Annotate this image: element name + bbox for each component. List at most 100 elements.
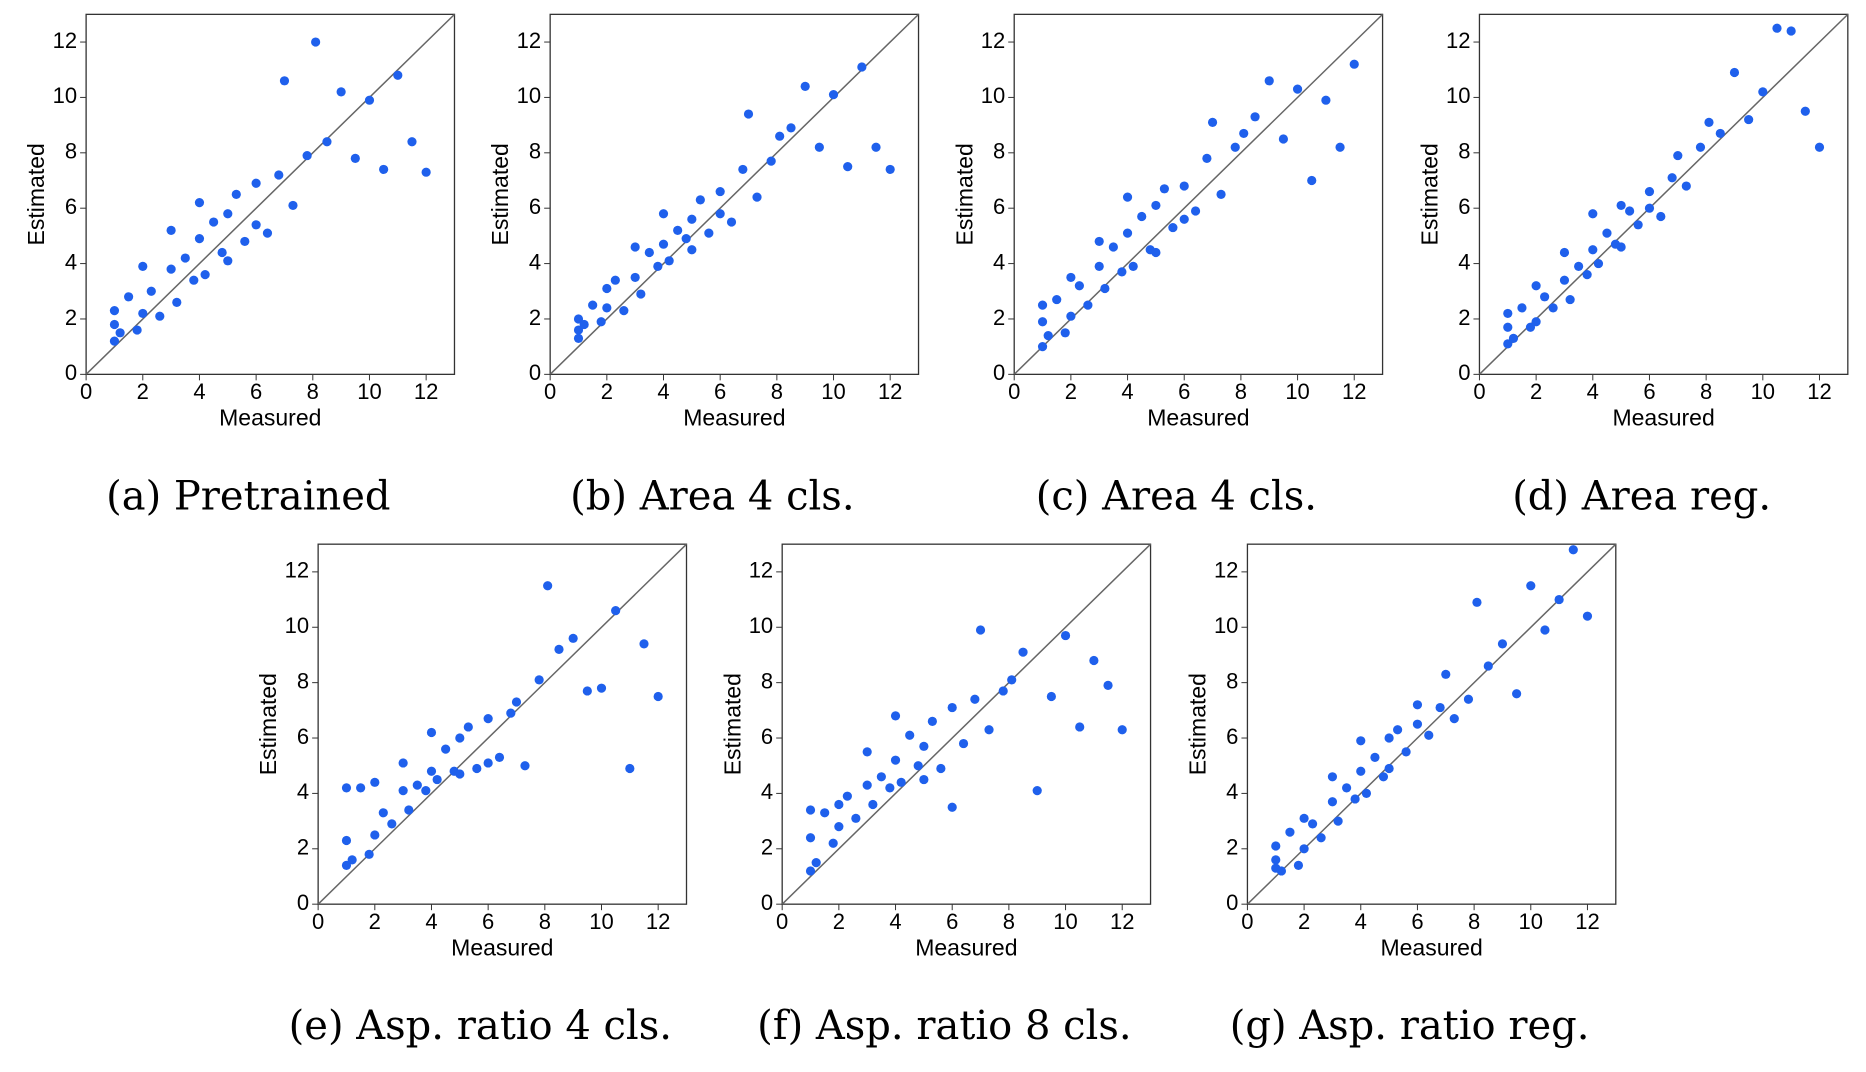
- caption: (c) Area 4 cls.: [1036, 473, 1317, 519]
- x-axis-label: Measured: [1380, 934, 1482, 960]
- point: [1656, 211, 1666, 222]
- y-tick-label: 2: [529, 305, 541, 330]
- point: [251, 178, 261, 188]
- point: [194, 198, 205, 208]
- point: [820, 808, 830, 818]
- y-tick-label: 10: [285, 613, 309, 638]
- x-axis-label: Measured: [683, 404, 785, 430]
- point: [1744, 114, 1754, 125]
- point: [1327, 772, 1338, 782]
- point: [704, 228, 714, 238]
- point: [1559, 247, 1570, 258]
- point: [984, 725, 994, 735]
- point: [1625, 206, 1635, 216]
- x-tick-label: 8: [1003, 909, 1015, 934]
- identity-line: [317, 543, 688, 905]
- point: [1554, 594, 1564, 605]
- point: [775, 131, 785, 141]
- point: [1032, 786, 1042, 796]
- point: [1531, 317, 1541, 327]
- y-tick-label: 8: [297, 668, 309, 693]
- scatter-panel: 0 2 4 6 8 10 12 0 2 4 6 8 10 12 Measured Estimated (f) A…: [719, 543, 1152, 1049]
- point: [1497, 639, 1508, 649]
- point: [1424, 730, 1434, 740]
- y-axis-label: Estimated: [951, 143, 977, 245]
- point: [1758, 87, 1768, 97]
- point: [998, 686, 1008, 696]
- point: [653, 691, 663, 702]
- plot-frame: [1013, 13, 1384, 375]
- point: [1060, 328, 1070, 338]
- point: [905, 730, 915, 740]
- point: [455, 733, 465, 743]
- point: [520, 761, 530, 771]
- point: [738, 164, 748, 175]
- point: [288, 200, 298, 211]
- point: [596, 683, 607, 693]
- point: [554, 644, 564, 655]
- point: [1633, 220, 1643, 230]
- point: [1089, 655, 1099, 666]
- point: [421, 167, 431, 177]
- point: [1412, 719, 1423, 729]
- y-tick-label: 2: [297, 835, 309, 860]
- point: [1108, 242, 1118, 252]
- point: [364, 95, 375, 105]
- x-tick-label: 0: [80, 379, 92, 404]
- point: [180, 253, 190, 263]
- y-tick-label: 6: [761, 724, 773, 749]
- x-tick-label: 10: [1285, 379, 1309, 404]
- point: [311, 37, 321, 47]
- point: [1393, 725, 1403, 735]
- point: [573, 333, 584, 343]
- point: [1271, 855, 1281, 865]
- y-axis-label: Estimated: [255, 673, 281, 775]
- caption: (e) Asp. ratio 4 cls.: [289, 1003, 672, 1049]
- point: [582, 686, 592, 696]
- point: [1559, 275, 1570, 285]
- x-axis-label: Measured: [915, 934, 1017, 960]
- point: [393, 70, 403, 80]
- point: [1616, 200, 1626, 211]
- point: [109, 319, 120, 330]
- x-axis-label: Measured: [1147, 404, 1249, 430]
- y-tick-label: 12: [53, 28, 77, 53]
- y-tick-label: 6: [1458, 194, 1470, 219]
- x-tick-label: 8: [771, 379, 783, 404]
- x-tick-label: 6: [1411, 909, 1423, 934]
- point: [1441, 669, 1451, 679]
- point: [610, 275, 620, 285]
- identity-line: [1013, 13, 1384, 375]
- point: [1094, 236, 1104, 247]
- plot-frame: [317, 543, 688, 905]
- point: [958, 738, 969, 749]
- x-tick-label: 4: [1355, 909, 1367, 934]
- point: [379, 164, 389, 175]
- point: [115, 328, 125, 338]
- point: [805, 805, 816, 815]
- point: [166, 264, 176, 274]
- point: [1449, 714, 1459, 724]
- x-tick-label: 12: [1110, 909, 1134, 934]
- point: [1278, 134, 1288, 144]
- point: [1644, 203, 1655, 213]
- x-tick-label: 8: [1700, 379, 1712, 404]
- point: [1503, 339, 1513, 349]
- y-tick-label: 10: [53, 83, 77, 108]
- point: [1525, 322, 1536, 332]
- x-tick-label: 10: [1053, 909, 1077, 934]
- point: [1350, 794, 1360, 804]
- point: [336, 87, 346, 97]
- point: [890, 711, 901, 721]
- point: [1800, 106, 1810, 116]
- y-tick-label: 6: [297, 724, 309, 749]
- y-tick-label: 4: [529, 249, 541, 274]
- point: [1582, 611, 1593, 621]
- point: [426, 766, 437, 776]
- point: [1588, 209, 1598, 219]
- point: [240, 236, 250, 247]
- y-tick-label: 8: [993, 139, 1005, 164]
- point: [1179, 181, 1189, 191]
- y-tick-label: 0: [529, 360, 541, 385]
- point: [1384, 733, 1394, 743]
